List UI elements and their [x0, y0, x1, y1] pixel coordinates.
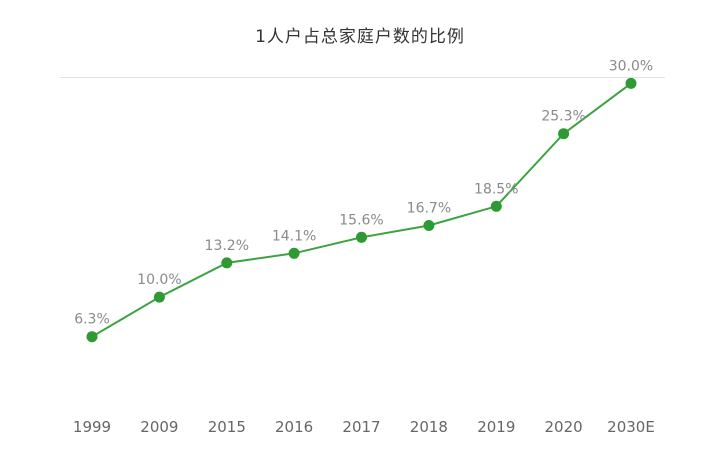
x-tick-label: 2015: [208, 418, 246, 436]
data-label: 14.1%: [272, 228, 316, 244]
data-point: [153, 291, 165, 303]
data-point: [558, 128, 570, 140]
point-layer: [86, 77, 637, 343]
x-tick-label: 2016: [275, 418, 313, 436]
data-label: 15.6%: [339, 212, 383, 228]
chart-title: 1人户占总家庭户数的比例: [255, 27, 465, 47]
x-tick-label: 2020: [545, 418, 583, 436]
data-label: 10.0%: [137, 272, 181, 288]
data-label: 6.3%: [74, 312, 110, 328]
data-label: 18.5%: [474, 181, 518, 197]
data-point: [86, 331, 98, 343]
x-tick-label: 2009: [140, 418, 178, 436]
data-label: 25.3%: [541, 109, 585, 125]
x-tick-label: 2030E: [607, 418, 655, 436]
data-point: [288, 247, 300, 259]
data-point: [490, 200, 502, 212]
data-label: 16.7%: [407, 201, 451, 217]
data-label-layer: 6.3% 10.0% 13.2% 14.1% 15.6% 16.7% 18.5% 25.3% 3…: [74, 58, 653, 327]
data-point: [221, 257, 233, 269]
x-tick-layer: 1999 2009 2015 2016 2017 2018 2019 2020 2030E: [73, 418, 655, 436]
x-tick-label: 2017: [342, 418, 380, 436]
data-label: 13.2%: [205, 238, 249, 254]
data-label: 30.0%: [609, 58, 653, 74]
data-point: [423, 220, 435, 231]
x-tick-label: 2018: [410, 418, 448, 436]
data-point: [625, 77, 637, 89]
x-tick-label: 1999: [73, 418, 111, 436]
data-point: [356, 231, 367, 243]
x-tick-label: 2019: [477, 418, 515, 436]
